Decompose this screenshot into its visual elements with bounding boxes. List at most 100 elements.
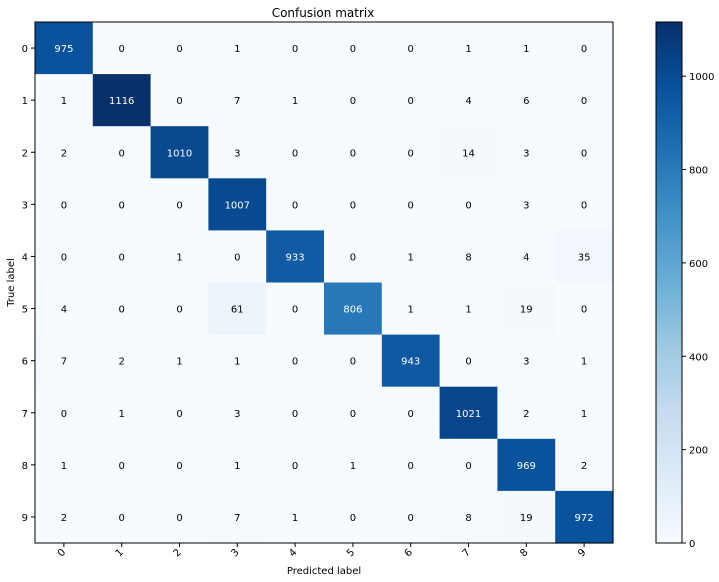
heatmap-cell-3-4 bbox=[266, 178, 325, 231]
plot-frame bbox=[34, 21, 614, 544]
heatmap-cell-6-6 bbox=[381, 334, 441, 388]
cell-value-2-0: 2 bbox=[61, 148, 67, 159]
cell-value-5-8: 19 bbox=[520, 305, 533, 316]
y-tick-label-1: 1 bbox=[22, 96, 28, 107]
heatmap-cell-9-5 bbox=[324, 490, 383, 544]
heatmap-cell-4-3 bbox=[208, 230, 267, 284]
cell-value-2-9: 0 bbox=[581, 148, 587, 159]
cell-value-8-9: 2 bbox=[581, 461, 587, 472]
cell-value-7-7: 1021 bbox=[456, 409, 481, 420]
cell-value-9-9: 972 bbox=[575, 513, 594, 524]
heatmap-cell-0-0 bbox=[35, 22, 94, 75]
heatmap-cell-2-3 bbox=[208, 126, 267, 179]
cell-value-6-8: 3 bbox=[523, 357, 529, 368]
cell-value-1-8: 6 bbox=[523, 96, 529, 107]
cell-value-2-6: 0 bbox=[408, 148, 414, 159]
colorbar-ticks: 0 200 400 600 800 1000 bbox=[682, 72, 714, 550]
cell-value-2-7: 14 bbox=[462, 148, 475, 159]
cell-value-4-8: 4 bbox=[523, 252, 529, 263]
heatmap-cell-3-1 bbox=[92, 178, 152, 231]
heatmap-cell-9-7 bbox=[439, 490, 498, 544]
heatmap-cell-7-7 bbox=[439, 386, 498, 440]
cell-value-5-4: 0 bbox=[292, 305, 298, 316]
cell-value-8-8: 969 bbox=[517, 461, 536, 472]
x-axis-label: Predicted label bbox=[287, 566, 361, 577]
cell-value-4-4: 933 bbox=[286, 252, 305, 263]
heatmap-cell-0-3 bbox=[208, 22, 267, 75]
heatmap-cell-5-5 bbox=[324, 282, 383, 336]
colorbar-frame bbox=[655, 21, 683, 544]
heatmap-cell-2-7 bbox=[439, 126, 498, 179]
colorbar-tick-label-1000: 1000 bbox=[689, 72, 714, 83]
heatmap-cell-6-2 bbox=[150, 334, 209, 388]
cell-value-4-2: 1 bbox=[176, 252, 182, 263]
cell-value-4-3: 0 bbox=[234, 252, 240, 263]
colorbar-tick-label-800: 800 bbox=[689, 166, 708, 177]
cell-value-5-7: 1 bbox=[465, 305, 471, 316]
cell-value-0-2: 0 bbox=[176, 44, 182, 55]
cell-value-0-9: 0 bbox=[581, 44, 587, 55]
heatmap-cell-1-5 bbox=[324, 74, 383, 127]
cell-value-9-5: 0 bbox=[350, 513, 356, 524]
heatmap-cell-2-8 bbox=[497, 126, 556, 179]
cell-value-6-6: 943 bbox=[401, 357, 420, 368]
heatmap-cell-3-2 bbox=[150, 178, 209, 231]
cell-value-9-6: 0 bbox=[408, 513, 414, 524]
heatmap-cell-6-3 bbox=[208, 334, 267, 388]
heatmap-cell-8-7 bbox=[439, 438, 498, 492]
y-tick-label-4: 4 bbox=[22, 252, 28, 263]
x-tick-label-4: 4 bbox=[287, 547, 299, 559]
cell-value-6-2: 1 bbox=[176, 357, 182, 368]
cell-value-2-3: 3 bbox=[234, 148, 240, 159]
cell-value-9-2: 0 bbox=[176, 513, 182, 524]
heatmap-cell-0-8 bbox=[497, 22, 556, 75]
cell-value-0-8: 1 bbox=[523, 44, 529, 55]
cell-value-5-6: 1 bbox=[408, 305, 414, 316]
heatmap-cell-8-6 bbox=[381, 438, 441, 492]
y-tick-label-3: 3 bbox=[22, 200, 28, 211]
y-axis-label: True label bbox=[6, 258, 17, 308]
heatmap-cell-6-7 bbox=[439, 334, 498, 388]
heatmap-cell-5-2 bbox=[150, 282, 209, 336]
heatmap-cell-0-2 bbox=[150, 22, 209, 75]
heatmap-cell-4-4 bbox=[266, 230, 325, 284]
heatmap-cell-9-3 bbox=[208, 490, 267, 544]
cell-value-7-9: 1 bbox=[581, 409, 587, 420]
cell-value-0-1: 0 bbox=[119, 44, 125, 55]
cell-value-3-9: 0 bbox=[581, 200, 587, 211]
cell-value-1-6: 0 bbox=[408, 96, 414, 107]
cell-value-6-7: 0 bbox=[465, 357, 471, 368]
heatmap-cell-2-4 bbox=[266, 126, 325, 179]
heatmap-cell-4-0 bbox=[35, 230, 94, 284]
x-tick-label-7: 7 bbox=[461, 547, 473, 559]
heatmap-cell-4-5 bbox=[324, 230, 383, 284]
cell-value-1-2: 0 bbox=[176, 96, 182, 107]
heatmap-cell-4-6 bbox=[381, 230, 441, 284]
heatmap-cell-5-3 bbox=[208, 282, 267, 336]
cell-value-3-6: 0 bbox=[408, 200, 414, 211]
cell-value-9-4: 1 bbox=[292, 513, 298, 524]
cell-value-6-5: 0 bbox=[350, 357, 356, 368]
heatmap-cell-2-9 bbox=[555, 126, 614, 179]
x-tick-label-2: 2 bbox=[172, 547, 184, 559]
x-tick-label-5: 5 bbox=[345, 547, 357, 559]
colorbar-tick-label-200: 200 bbox=[689, 446, 708, 457]
heatmap-cell-0-7 bbox=[439, 22, 498, 75]
cell-value-4-6: 1 bbox=[408, 252, 414, 263]
cell-value-4-1: 0 bbox=[119, 252, 125, 263]
cell-value-1-5: 0 bbox=[350, 96, 356, 107]
heatmap-cell-0-4 bbox=[266, 22, 325, 75]
cell-value-7-5: 0 bbox=[350, 409, 356, 420]
cell-value-8-5: 1 bbox=[350, 461, 356, 472]
heatmap-cell-5-1 bbox=[92, 282, 152, 336]
heatmap-cell-4-8 bbox=[497, 230, 556, 284]
cell-value-0-6: 0 bbox=[408, 44, 414, 55]
heatmap-cell-8-0 bbox=[35, 438, 94, 492]
heatmap-cell-6-4 bbox=[266, 334, 325, 388]
cell-value-4-9: 35 bbox=[578, 252, 591, 263]
heatmap-cell-3-9 bbox=[555, 178, 614, 231]
heatmap-cell-8-4 bbox=[266, 438, 325, 492]
colorbar bbox=[656, 22, 682, 543]
y-tick-label-6: 6 bbox=[22, 357, 28, 368]
colorbar-tick-label-600: 600 bbox=[689, 259, 708, 270]
